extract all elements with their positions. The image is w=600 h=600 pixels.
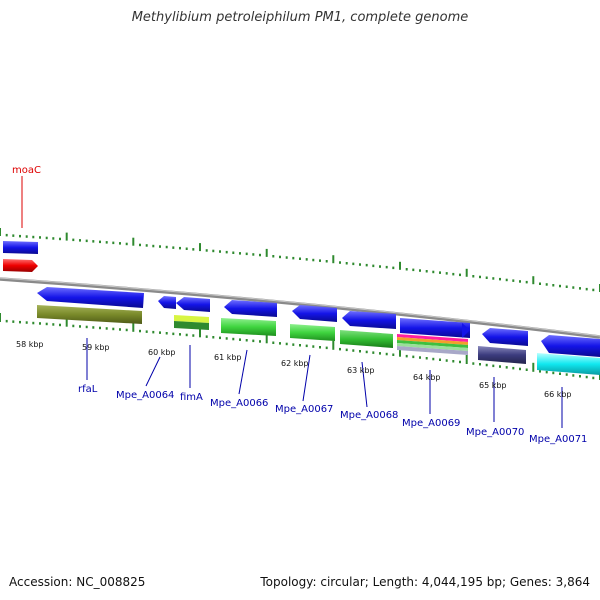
genome-summary-text: Topology: circular; Length: 4,044,195 bp…: [260, 575, 590, 589]
lower-scale-ticks: [0, 313, 600, 380]
gene-moaC[interactable]: moaC: [3, 165, 41, 272]
accession-text: Accession: NC_008825: [9, 575, 146, 589]
gene-label-fimA[interactable]: fimA: [180, 392, 203, 403]
gene-label-Mpe_A0064[interactable]: Mpe_A0064: [116, 390, 174, 401]
scale-label-58: 58 kbp: [16, 340, 44, 349]
gene-label-Mpe_A0066[interactable]: Mpe_A0066: [210, 398, 268, 409]
gene-Mpe_A0067[interactable]: Mpe_A0067: [275, 305, 337, 415]
gene-label-Mpe_A0069[interactable]: Mpe_A0069: [402, 418, 460, 429]
gene-Mpe_A0068[interactable]: Mpe_A0068: [340, 311, 398, 421]
gene-label-moaC[interactable]: moaC: [12, 165, 41, 176]
gene-label-Mpe_A0067[interactable]: Mpe_A0067: [275, 404, 333, 415]
gene-label-Mpe_A0070[interactable]: Mpe_A0070: [466, 427, 524, 438]
gene-Mpe_A0069[interactable]: Mpe_A0069: [397, 318, 470, 429]
map-title: Methylibium petroleiphilum PM1, complete…: [131, 10, 469, 25]
moaC-feature[interactable]: [3, 259, 38, 272]
gene-rfaL[interactable]: rfaL: [37, 287, 144, 395]
scale-label-64: 64 kbp: [413, 373, 441, 382]
scale-label-60: 60 kbp: [148, 348, 176, 357]
gene-label-rfaL[interactable]: rfaL: [78, 384, 98, 395]
scale-label-62: 62 kbp: [281, 359, 309, 368]
gene-label-Mpe_A0071[interactable]: Mpe_A0071: [529, 434, 587, 445]
gene-Mpe_A0064[interactable]: Mpe_A0064: [116, 296, 176, 401]
gene-label-Mpe_A0068[interactable]: Mpe_A0068: [340, 410, 398, 421]
scale-labels: 58 kbp 59 kbp 60 kbp 61 kbp 62 kbp 63 kb…: [16, 340, 572, 399]
gene-fimA[interactable]: fimA: [174, 297, 210, 403]
gene-Mpe_A0070[interactable]: Mpe_A0070: [466, 328, 528, 438]
upper-scale-ticks: [0, 228, 600, 292]
scale-label-59: 59 kbp: [82, 343, 110, 352]
scale-label-65: 65 kbp: [479, 381, 507, 390]
scale-label-66: 66 kbp: [544, 390, 572, 399]
gene-Mpe_A0066[interactable]: Mpe_A0066: [210, 300, 277, 409]
scale-label-63: 63 kbp: [347, 366, 375, 375]
scale-label-61: 61 kbp: [214, 353, 242, 362]
genome-backbone: [0, 277, 600, 339]
gene-Mpe_A0071[interactable]: Mpe_A0071: [529, 335, 600, 445]
